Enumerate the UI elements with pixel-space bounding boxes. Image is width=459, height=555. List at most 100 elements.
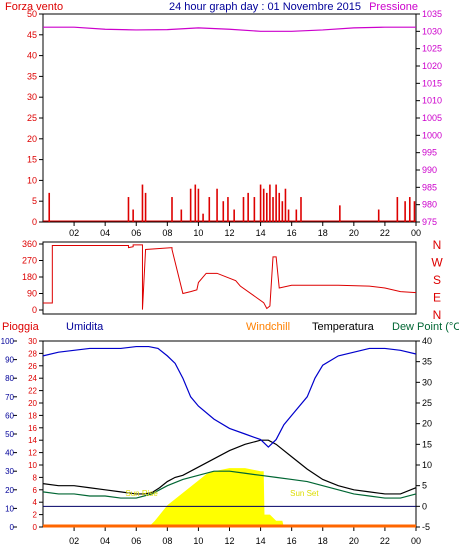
x-tick-label: 06 (131, 228, 141, 238)
rain-tick-label: 28 (28, 349, 37, 358)
y-tick-label: 40 (27, 51, 37, 61)
temp-tick-label: 5 (422, 481, 427, 491)
x-tick-label: 02 (69, 536, 79, 546)
y2-tick-label: 1025 (422, 44, 442, 54)
y-tick-label: 30 (27, 92, 37, 102)
x-tick-label: 10 (193, 228, 203, 238)
x-tick-label: 02 (69, 228, 79, 238)
x-tick-label: 14 (256, 228, 266, 238)
sunset-label: Sun Set (290, 489, 319, 498)
chart-title: 24 hour graph day : 01 Novembre 2015 (169, 1, 361, 13)
compass-label: W (431, 256, 443, 270)
x-tick-label: 18 (318, 228, 328, 238)
y-tick-label: 20 (27, 134, 37, 144)
pressure-label: Pressione (369, 1, 418, 13)
wind-speed-label: Forza vento (5, 1, 63, 13)
y-tick-label: 25 (27, 113, 37, 123)
solar-area (148, 468, 416, 527)
compass-label: E (433, 291, 441, 305)
rain-tick-label: 2 (33, 511, 38, 520)
dewpoint-label: Dew Point (°C (392, 321, 459, 333)
rain-label: Pioggia (2, 321, 40, 333)
temp-tick-label: 30 (422, 377, 432, 387)
humidity-tick-label: 90 (5, 356, 14, 365)
plot-frame (42, 241, 417, 315)
y-tick-label: 5 (32, 196, 37, 206)
humidity-tick-label: 10 (5, 504, 14, 513)
x-tick-label: 22 (380, 536, 390, 546)
x-tick-label: 00 (411, 536, 421, 546)
x-tick-label: 08 (162, 536, 172, 546)
x-tick-label: 16 (287, 536, 297, 546)
x-tick-label: 00 (411, 228, 421, 238)
humidity-tick-label: 70 (5, 393, 14, 402)
rain-tick-label: 10 (28, 461, 37, 470)
temperature-label: Temperatura (312, 321, 375, 333)
y2-tick-label: 1010 (422, 96, 442, 106)
y-tick-label: 45 (27, 30, 37, 40)
y-tick-label: 50 (27, 9, 37, 19)
y-tick-label: 35 (27, 71, 37, 81)
rain-tick-label: 30 (28, 337, 37, 346)
temp-tick-label: -5 (422, 522, 430, 532)
x-tick-label: 12 (224, 228, 234, 238)
x-tick-label: 20 (349, 228, 359, 238)
y-tick-label: 0 (32, 217, 37, 227)
rain-tick-label: 12 (28, 449, 37, 458)
humidity-temperature-panel: 0102030405060708090100024681012141618202… (1, 336, 432, 546)
rain-tick-label: 24 (28, 374, 37, 383)
rain-tick-label: 0 (33, 523, 38, 532)
temp-tick-label: 20 (422, 419, 432, 429)
y2-tick-label: 1000 (422, 130, 442, 140)
temperature-line (42, 439, 417, 495)
humidity-tick-label: 100 (1, 337, 15, 346)
y-tick-label: 0 (32, 305, 37, 315)
x-tick-label: 04 (100, 536, 110, 546)
compass-label: N (433, 308, 442, 322)
humidity-tick-label: 20 (5, 486, 14, 495)
x-tick-label: 16 (287, 228, 297, 238)
x-tick-label: 20 (349, 536, 359, 546)
temp-tick-label: 10 (422, 460, 432, 470)
rain-tick-label: 4 (33, 498, 38, 507)
rain-tick-label: 6 (33, 486, 38, 495)
rain-tick-label: 8 (33, 473, 38, 482)
x-tick-label: 22 (380, 228, 390, 238)
rain-tick-label: 20 (28, 399, 37, 408)
x-tick-label: 10 (193, 536, 203, 546)
temp-tick-label: 35 (422, 357, 432, 367)
y-tick-label: 10 (27, 175, 37, 185)
y2-tick-label: 995 (422, 148, 437, 158)
y-tick-label: 180 (22, 272, 37, 282)
x-tick-label: 18 (318, 536, 328, 546)
rain-tick-label: 14 (28, 436, 37, 445)
y-tick-label: 270 (22, 256, 37, 266)
x-tick-label: 08 (162, 228, 172, 238)
y2-tick-label: 990 (422, 165, 437, 175)
temp-tick-label: 40 (422, 336, 432, 346)
x-tick-label: 04 (100, 228, 110, 238)
rain-tick-label: 22 (28, 387, 37, 396)
compass-label: N (433, 238, 442, 252)
rain-tick-label: 16 (28, 424, 37, 433)
dewpoint-line (42, 470, 417, 499)
y2-tick-label: 1035 (422, 9, 442, 19)
temp-tick-label: 0 (422, 501, 427, 511)
humidity-tick-label: 30 (5, 467, 14, 476)
y2-tick-label: 985 (422, 182, 437, 192)
y2-tick-label: 1005 (422, 113, 442, 123)
y2-tick-label: 1020 (422, 61, 442, 71)
windchill-label: Windchill (246, 321, 290, 333)
y2-tick-label: 1015 (422, 78, 442, 88)
rain-tick-label: 26 (28, 362, 37, 371)
x-tick-label: 14 (256, 536, 266, 546)
pressure-line (43, 26, 416, 32)
temp-tick-label: 15 (422, 439, 432, 449)
humidity-tick-label: 60 (5, 411, 14, 420)
humidity-tick-label: 80 (5, 374, 14, 383)
x-tick-label: 06 (131, 536, 141, 546)
plot-frame (42, 13, 417, 223)
compass-label: S (433, 273, 441, 287)
